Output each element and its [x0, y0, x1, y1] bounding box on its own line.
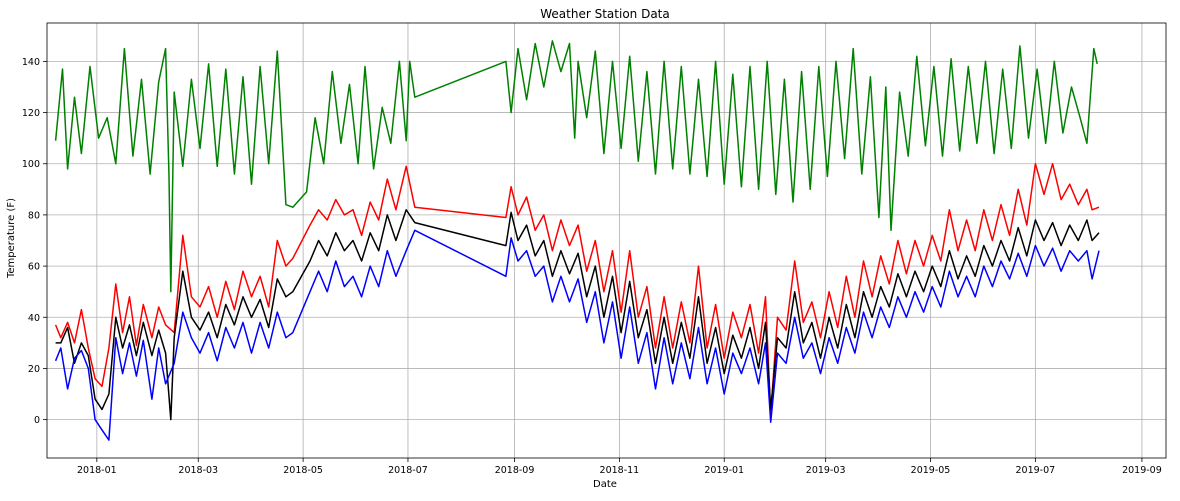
y-tick-label: 80	[28, 210, 40, 221]
series-line-1	[54, 162, 1100, 416]
x-tick-label: 2018-01	[77, 465, 117, 476]
plot-frame	[46, 22, 1167, 459]
x-tick-label: 2019-03	[806, 465, 846, 476]
x-tick-label: 2018-09	[495, 465, 535, 476]
x-tick-label: 2018-11	[600, 465, 640, 476]
x-tick-label: 2019-09	[1122, 465, 1162, 476]
axis-ticks: 2018-01 2018-03 2018-05 2018-07 2018-09 2018-…	[22, 57, 1162, 476]
x-tick-label: 2018-03	[178, 465, 218, 476]
y-tick-label: 40	[28, 313, 40, 324]
y-tick-label: 120	[22, 108, 40, 119]
x-tick-label: 2019-07	[1016, 465, 1056, 476]
x-tick-label: 2018-07	[388, 465, 428, 476]
y-tick-label: 100	[22, 159, 40, 170]
series-layer	[54, 40, 1100, 441]
y-tick-label: 60	[28, 262, 40, 273]
y-tick-label: 20	[28, 364, 40, 375]
y-axis-label: Temperature (F)	[6, 198, 17, 279]
x-tick-label: 2019-01	[704, 465, 744, 476]
x-axis-label: Date	[593, 479, 617, 490]
series-line-3	[54, 229, 1100, 441]
y-tick-label: 140	[22, 57, 40, 68]
grid	[47, 23, 1166, 458]
series-line-0	[54, 40, 1098, 293]
x-tick-label: 2019-05	[911, 465, 951, 476]
series-line-2	[55, 209, 1100, 421]
x-tick-label: 2018-05	[283, 465, 323, 476]
chart-title: Weather Station Data	[540, 7, 669, 21]
y-tick-label: 0	[34, 415, 40, 426]
